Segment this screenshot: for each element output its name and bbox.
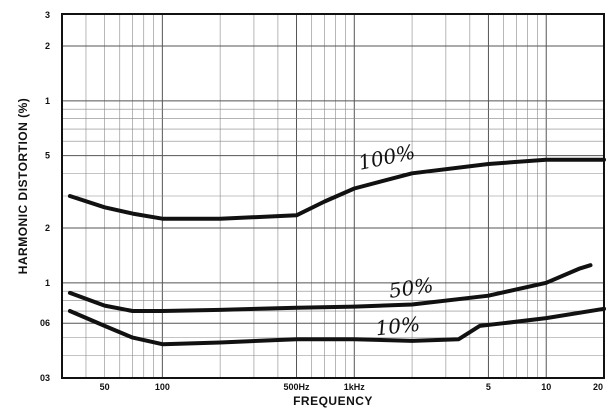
series-line-0 — [67, 157, 606, 221]
y-tick-label: 5 — [45, 151, 50, 161]
x-tick-label: 100 — [155, 382, 170, 392]
x-tick-labels: 50 100 500Hz 1kHz 5 10 20 — [100, 382, 603, 392]
y-axis-title: HARMONIC DISTORTION (%) — [16, 98, 30, 275]
x-tick-label: 5 — [486, 382, 491, 392]
x-axis-title: FREQUENCY — [293, 394, 373, 408]
x-tick-label: 500Hz — [284, 382, 311, 392]
plot-frame — [61, 13, 605, 379]
y-tick-label: 1 — [45, 96, 50, 106]
y-tick-label: 3 — [45, 10, 50, 20]
y-tick-label: 03 — [40, 373, 50, 383]
y-tick-label: 2 — [45, 41, 50, 51]
y-tick-label: 06 — [40, 318, 50, 328]
x-tick-label: 10 — [541, 382, 551, 392]
series-labels: 100% 50% 10% — [356, 139, 435, 340]
series-line-2 — [67, 306, 606, 347]
y-tick-labels: 3 2 1 5 2 1 06 03 — [40, 10, 50, 383]
series-line-1 — [67, 263, 593, 313]
series-label: 50% — [387, 273, 434, 303]
x-tick-label: 20 — [593, 382, 603, 392]
series-label: 100% — [356, 139, 417, 174]
grid-lines — [62, 14, 604, 378]
x-tick-label: 50 — [100, 382, 110, 392]
y-tick-label: 2 — [45, 223, 50, 233]
series-curves — [67, 157, 606, 347]
y-tick-label: 1 — [45, 278, 50, 288]
x-tick-label: 1kHz — [344, 382, 366, 392]
series-label: 10% — [374, 312, 421, 341]
